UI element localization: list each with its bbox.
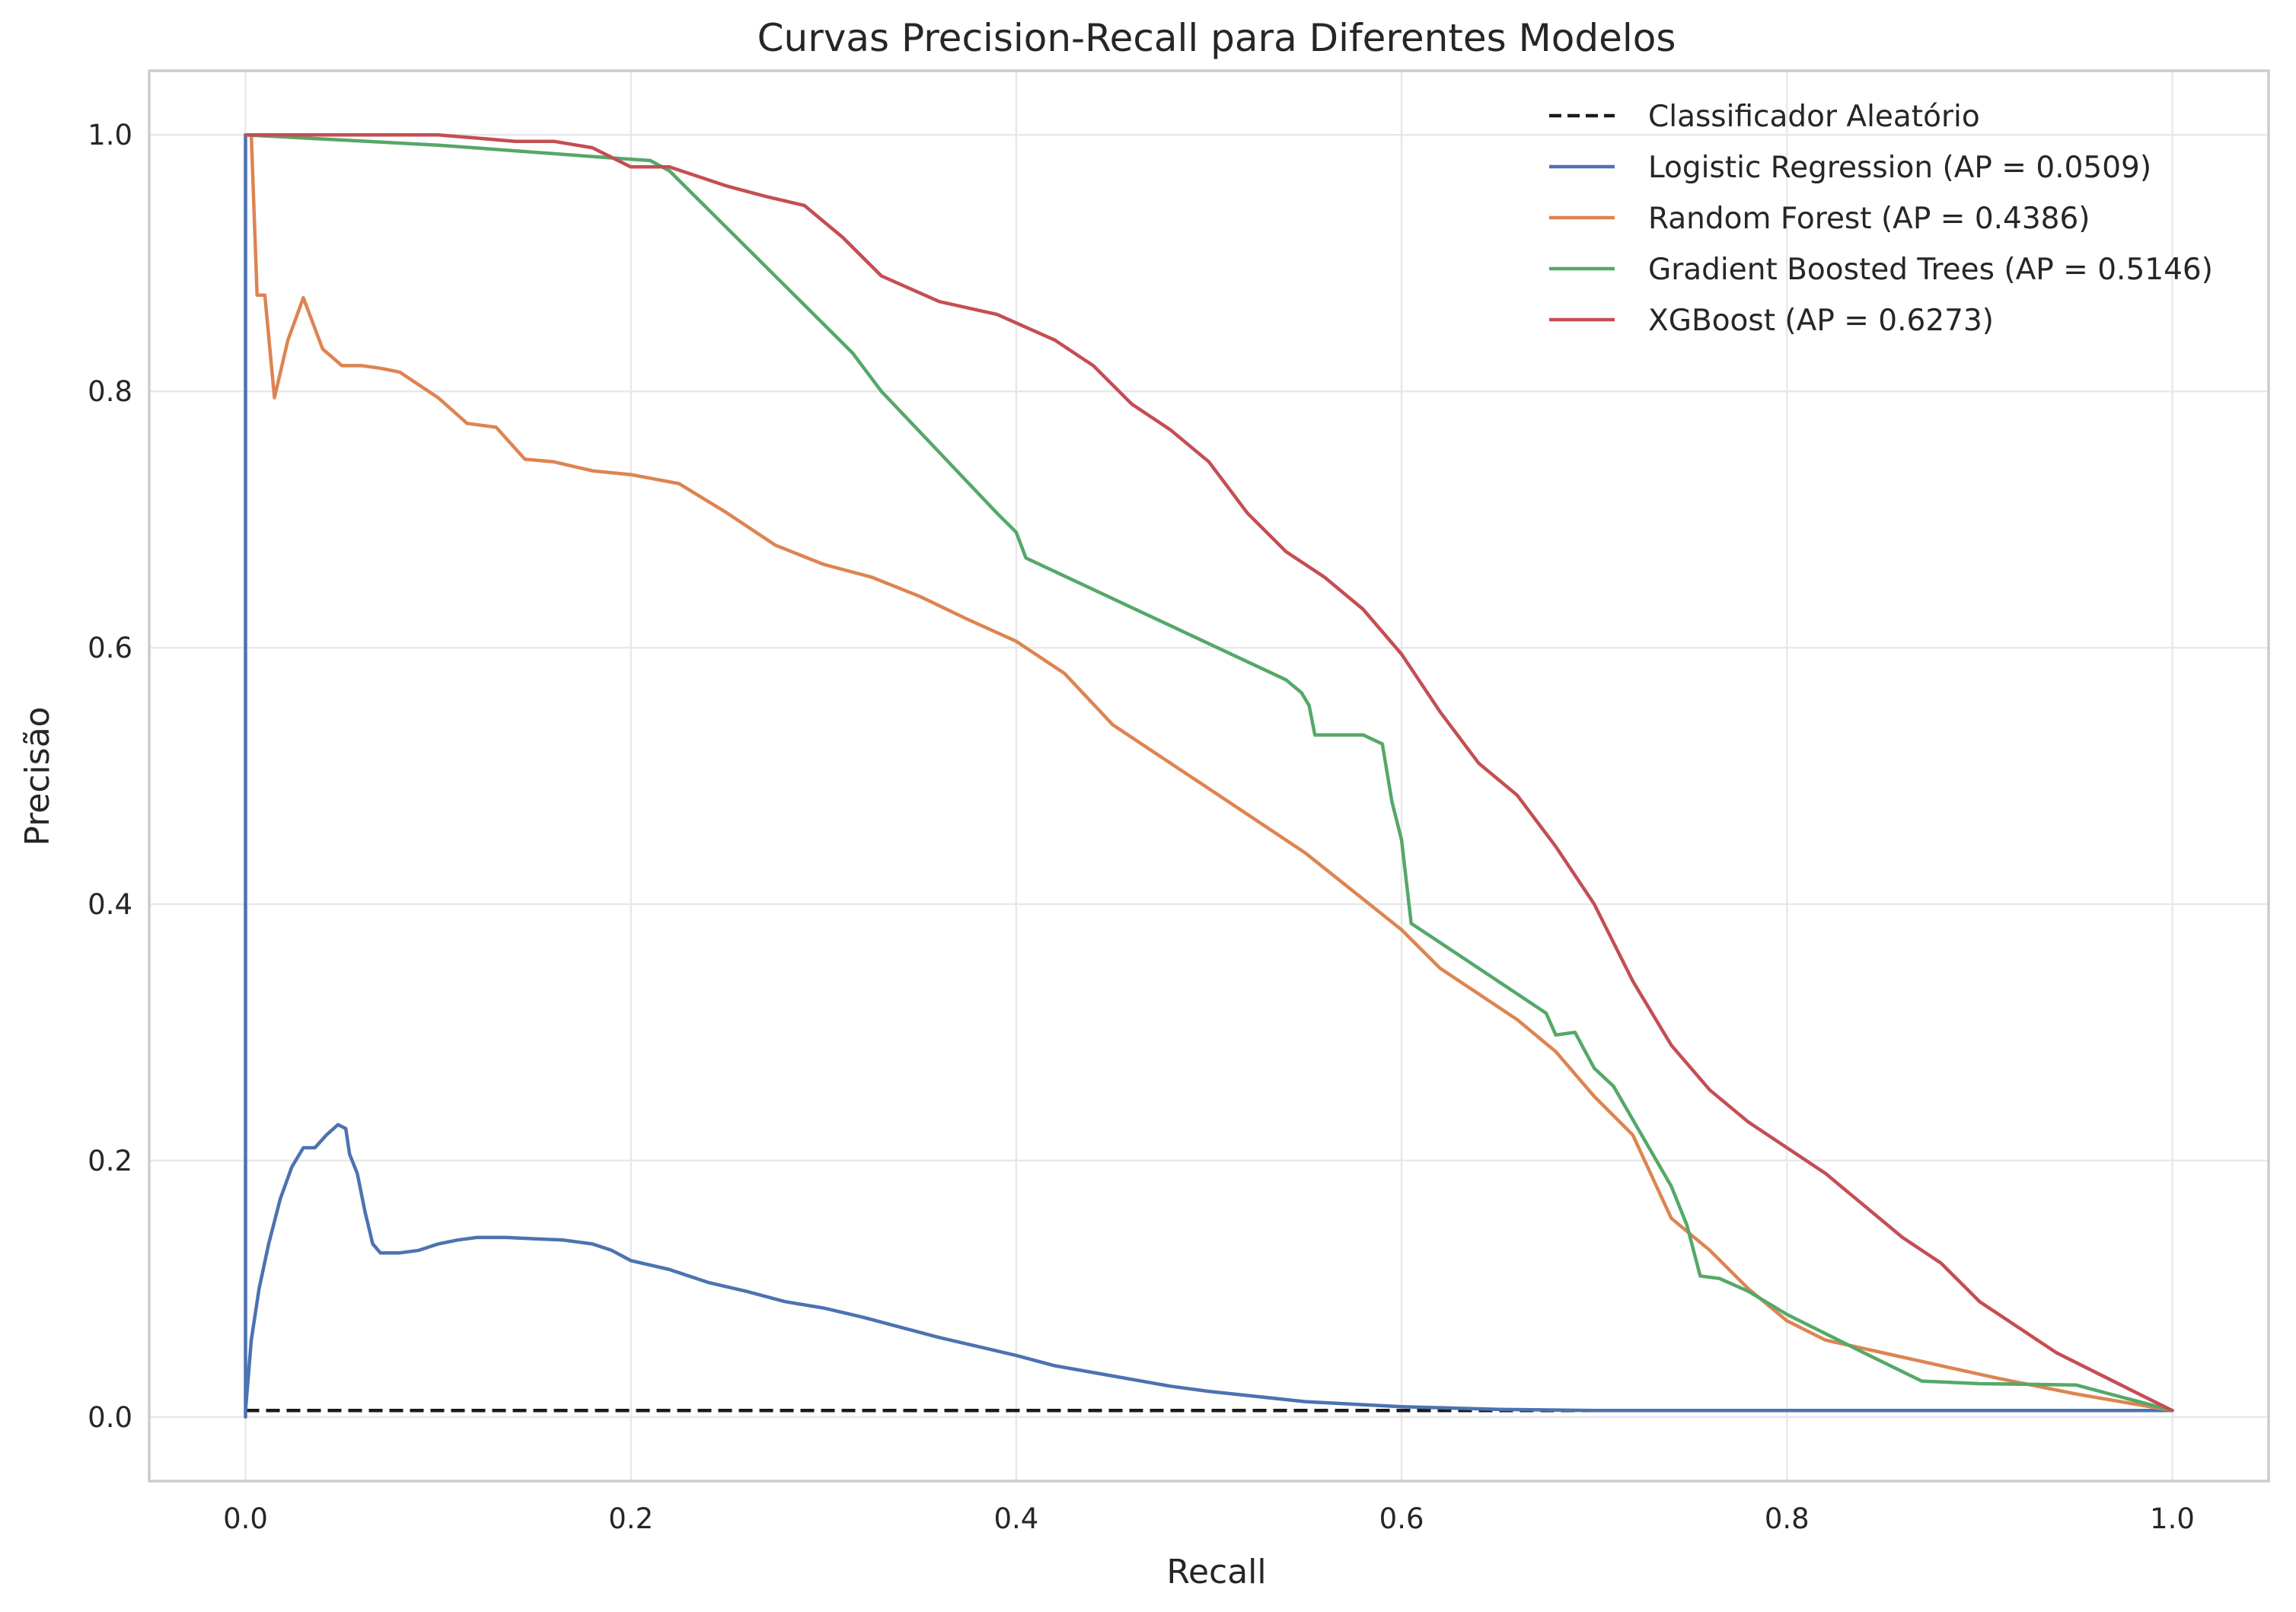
legend-label: Classificador Aleatório — [1648, 100, 1980, 134]
series-line-1 — [244, 132, 2174, 1419]
x-axis-label: Recall — [1166, 1553, 1266, 1591]
legend-label: Random Forest (AP = 0.4386) — [1648, 202, 2090, 236]
y-axis-label: Precisão — [18, 706, 57, 846]
plot-frame — [148, 69, 2270, 1483]
y-tick-label: 0.8 — [88, 375, 132, 408]
x-tick-label: 0.6 — [1379, 1502, 1424, 1535]
legend: Classificador Aleatório Logistic Regressi… — [1549, 100, 2213, 338]
y-tick-label: 0.4 — [88, 888, 132, 921]
y-tick-label: 0.0 — [88, 1401, 132, 1434]
x-tick-label: 0.0 — [223, 1502, 268, 1535]
x-tick-label: 0.8 — [1765, 1502, 1810, 1535]
grid-lines — [149, 71, 2269, 1481]
x-tick-label: 0.4 — [993, 1502, 1038, 1535]
y-tick-label: 0.2 — [88, 1145, 132, 1177]
x-ticks: 0.0 0.2 0.4 0.6 0.8 1.0 — [223, 1502, 2195, 1535]
x-tick-label: 0.2 — [608, 1502, 653, 1535]
series-line-4 — [244, 132, 2174, 1413]
legend-label: XGBoost (AP = 0.6273) — [1648, 304, 1994, 338]
chart-title: Curvas Precision-Recall para Diferentes … — [757, 16, 1676, 60]
y-ticks: 0.0 0.2 0.4 0.6 0.8 1.0 — [88, 119, 132, 1434]
y-tick-label: 0.6 — [88, 632, 132, 664]
series-layer — [244, 132, 2174, 1419]
series-line-3 — [244, 132, 2174, 1413]
legend-label: Logistic Regression (AP = 0.0509) — [1648, 151, 2151, 185]
legend-label: Gradient Boosted Trees (AP = 0.5146) — [1648, 253, 2213, 287]
y-tick-label: 1.0 — [88, 119, 132, 151]
x-tick-label: 1.0 — [2150, 1502, 2195, 1535]
